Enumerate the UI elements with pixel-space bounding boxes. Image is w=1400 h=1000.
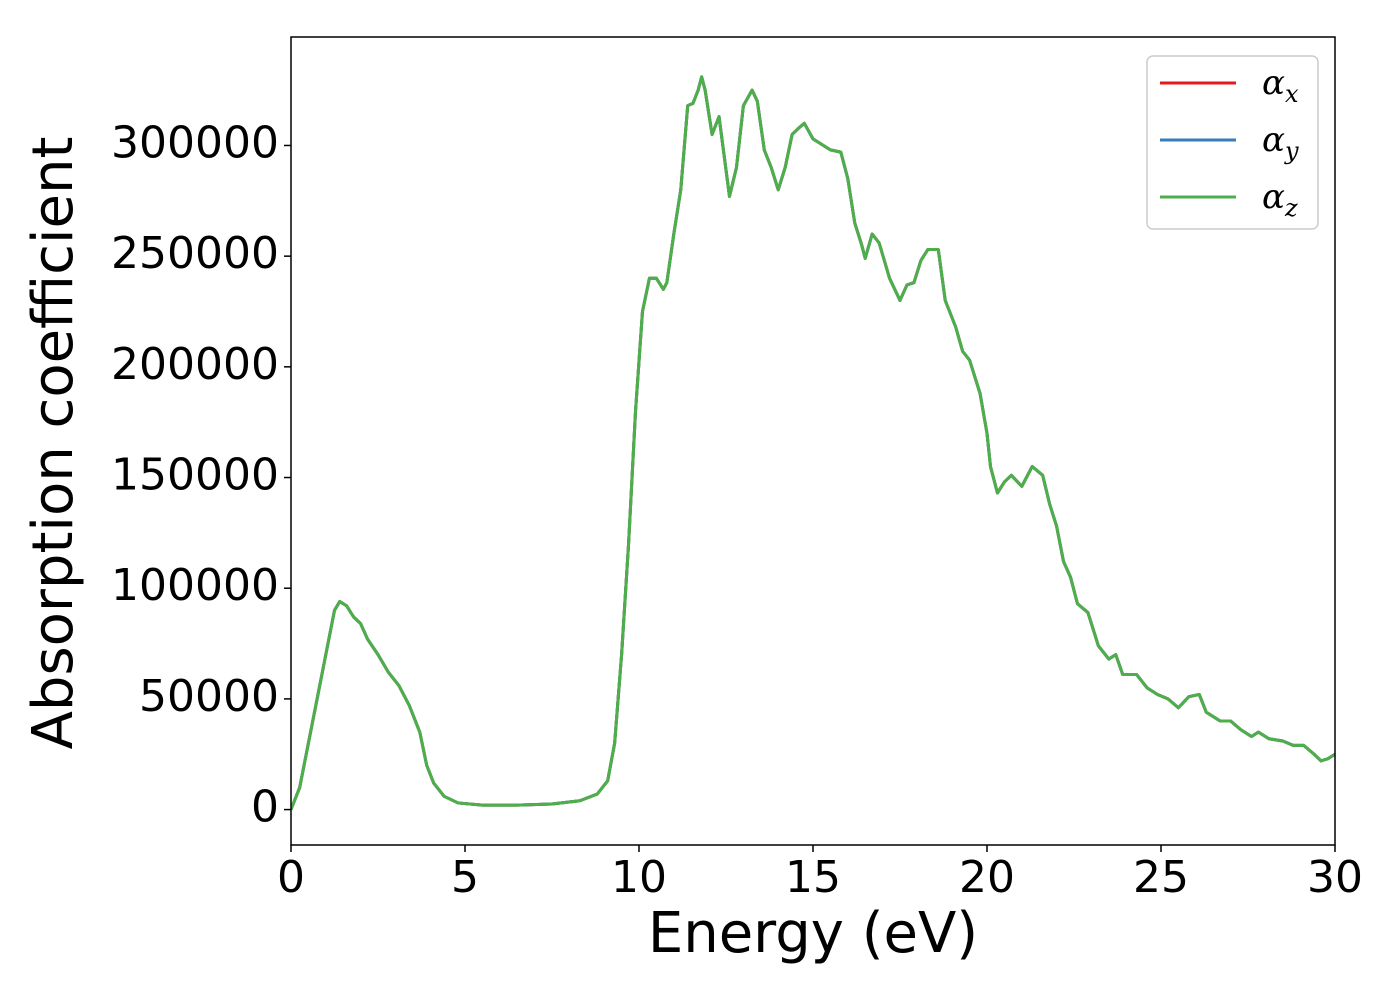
y-tick-label: 200000 <box>111 339 279 390</box>
x-tick-label: 0 <box>277 852 305 903</box>
y-tick-label: 50000 <box>139 671 279 722</box>
y-tick-label: 250000 <box>111 228 279 279</box>
x-tick-label: 25 <box>1133 852 1189 903</box>
data-line <box>291 75 1335 811</box>
x-tick-label: 5 <box>451 852 479 903</box>
x-tick-label: 10 <box>611 852 667 903</box>
y-axis-label: Absorption coefficient <box>21 137 86 750</box>
y-tick-label: 100000 <box>111 560 279 611</box>
y-tick-label: 300000 <box>111 117 279 168</box>
x-axis-label: Energy (eV) <box>648 901 978 966</box>
legend-box <box>1146 55 1319 230</box>
legend-label: αy <box>1262 120 1299 165</box>
y-tick-label: 150000 <box>111 450 279 501</box>
legend-label: αz <box>1262 177 1298 222</box>
plot-frame <box>290 36 1336 846</box>
y-tick-label: 0 <box>251 782 279 833</box>
x-tick-label: 15 <box>785 852 841 903</box>
legend-label: αx <box>1262 63 1299 108</box>
x-tick-label: 20 <box>959 852 1015 903</box>
x-tick-label: 30 <box>1307 852 1363 903</box>
